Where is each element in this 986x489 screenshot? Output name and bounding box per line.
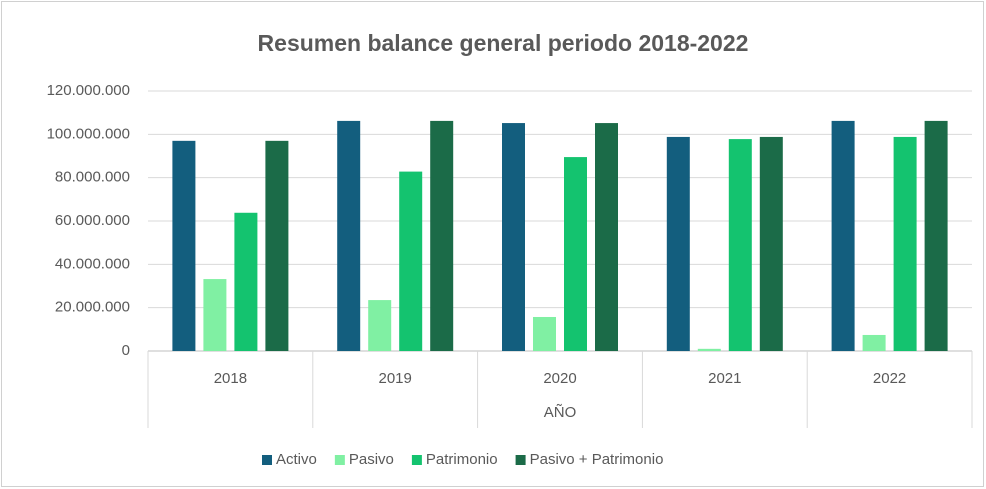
bar — [368, 300, 392, 351]
chart-title: Resumen balance general periodo 2018-202… — [258, 30, 749, 56]
bar — [172, 140, 196, 351]
legend-label: Pasivo — [349, 451, 394, 468]
bar — [502, 123, 525, 351]
x-tick-label: 2020 — [543, 370, 576, 387]
bar — [831, 120, 855, 352]
y-tick-label: 100.000.000 — [47, 125, 130, 142]
bar — [234, 212, 258, 351]
legend-swatch — [411, 455, 422, 465]
bar — [862, 334, 886, 351]
legend-swatch — [515, 455, 526, 465]
bar — [893, 136, 917, 351]
y-tick-label: 20.000.000 — [55, 299, 130, 316]
x-tick-label: 2022 — [873, 370, 906, 387]
bar — [666, 136, 690, 351]
legend-label: Patrimonio — [426, 451, 498, 468]
y-tick-label: 40.000.000 — [55, 255, 130, 272]
bar — [533, 316, 556, 351]
bar — [337, 120, 361, 352]
bar — [759, 136, 783, 351]
x-tick-label: 2021 — [708, 370, 741, 387]
x-axis-label: AÑO — [544, 404, 577, 421]
bar — [728, 139, 752, 351]
y-tick-label: 120.000.000 — [47, 82, 130, 99]
bar — [399, 171, 423, 351]
y-tick-label: 80.000.000 — [55, 169, 130, 186]
bar — [265, 140, 289, 351]
bar — [564, 157, 587, 351]
legend-label: Activo — [276, 451, 317, 468]
y-tick-label: 0 — [122, 342, 130, 359]
x-tick-label: 2019 — [379, 370, 412, 387]
bar — [697, 348, 721, 351]
bar — [430, 120, 454, 352]
legend-label: Pasivo + Patrimonio — [530, 451, 664, 468]
bar — [203, 279, 227, 351]
legend-swatch — [334, 455, 345, 465]
bar — [595, 123, 618, 351]
bar — [924, 120, 948, 352]
y-tick-label: 60.000.000 — [55, 212, 130, 229]
x-tick-label: 2018 — [214, 370, 247, 387]
legend-swatch — [262, 455, 272, 465]
